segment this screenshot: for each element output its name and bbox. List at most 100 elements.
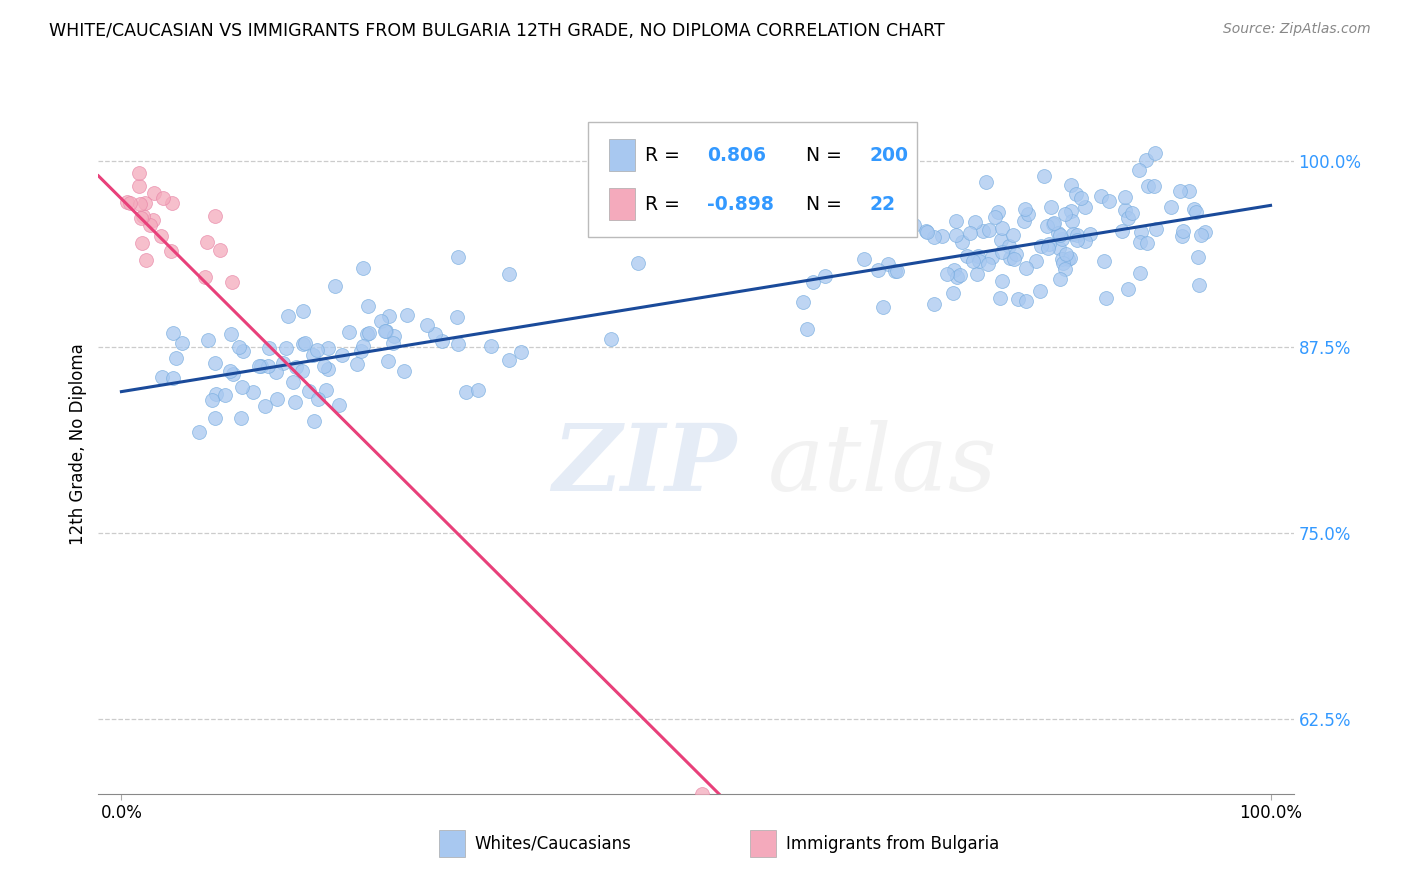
Point [1144,146,1167,161]
Point [1129,266,1152,280]
Point [1143,179,1166,194]
Point [315,383,337,397]
Point [247,359,270,373]
Point [1094,254,1116,268]
Point [1136,236,1159,251]
Point [866,263,889,277]
Point [194,269,217,284]
Point [1184,205,1206,219]
Point [316,362,339,376]
Point [998,239,1021,253]
Point [350,343,373,358]
Point [1062,227,1084,241]
Point [886,264,908,278]
Point [498,352,520,367]
Point [142,213,165,227]
Point [1074,200,1097,214]
Point [1050,252,1073,267]
Point [128,166,150,180]
Text: WHITE/CAUCASIAN VS IMMIGRANTS FROM BULGARIA 12TH GRADE, NO DIPLOMA CORRELATION C: WHITE/CAUCASIAN VS IMMIGRANTS FROM BULGA… [49,22,945,40]
Point [128,197,150,211]
Point [600,332,623,346]
Point [382,335,405,350]
Point [991,221,1014,235]
Point [903,218,925,232]
Point [1004,247,1026,261]
Text: 0.806: 0.806 [707,145,766,165]
Point [1017,207,1039,221]
Text: R =: R = [644,145,686,165]
Point [304,414,326,428]
Point [291,364,314,378]
Point [138,218,160,232]
Point [374,324,396,338]
Point [1035,219,1057,234]
Point [942,286,965,301]
Point [1187,251,1209,265]
Point [328,398,350,412]
Text: 22: 22 [869,194,896,214]
Point [1036,241,1059,255]
Point [510,345,533,359]
Point [1178,184,1201,198]
Point [796,322,818,336]
Point [1188,278,1211,293]
Text: atlas: atlas [768,420,997,509]
Point [222,368,245,382]
Point [945,228,967,243]
Point [162,371,184,385]
Point [1194,225,1216,239]
Point [1060,178,1083,192]
Point [922,297,945,311]
Point [877,257,900,271]
Point [1090,189,1112,203]
Point [228,340,250,354]
Point [946,269,969,284]
Point [990,233,1012,247]
Point [1050,232,1073,246]
Point [931,229,953,244]
Point [1060,204,1083,219]
Point [214,387,236,401]
Point [197,235,219,249]
Point [950,235,973,249]
Point [1031,239,1053,253]
Point [208,244,231,258]
FancyBboxPatch shape [439,830,465,857]
Point [967,249,990,263]
Point [257,359,280,374]
Point [891,219,914,234]
Point [1114,190,1136,204]
Point [382,329,405,343]
Point [143,186,166,200]
Point [307,392,329,406]
Text: R =: R = [644,194,686,214]
Point [972,224,994,238]
Text: N =: N = [806,194,848,214]
Point [172,335,194,350]
Point [1168,184,1191,198]
Point [1064,187,1087,202]
Point [117,194,139,209]
FancyBboxPatch shape [609,139,636,170]
Point [131,235,153,250]
Point [891,210,914,224]
Point [1098,194,1121,208]
Point [988,292,1011,306]
Point [967,253,990,268]
Point [120,196,142,211]
Point [690,787,713,801]
Point [430,334,453,348]
Point [135,253,157,268]
Point [1116,282,1139,296]
Point [1043,217,1066,231]
Point [962,254,984,268]
Point [1121,206,1143,220]
Point [814,269,837,284]
Point [1129,235,1152,249]
Point [201,393,224,408]
Point [1078,227,1101,241]
Point [1002,252,1025,266]
Point [1182,202,1205,216]
Point [943,263,966,277]
